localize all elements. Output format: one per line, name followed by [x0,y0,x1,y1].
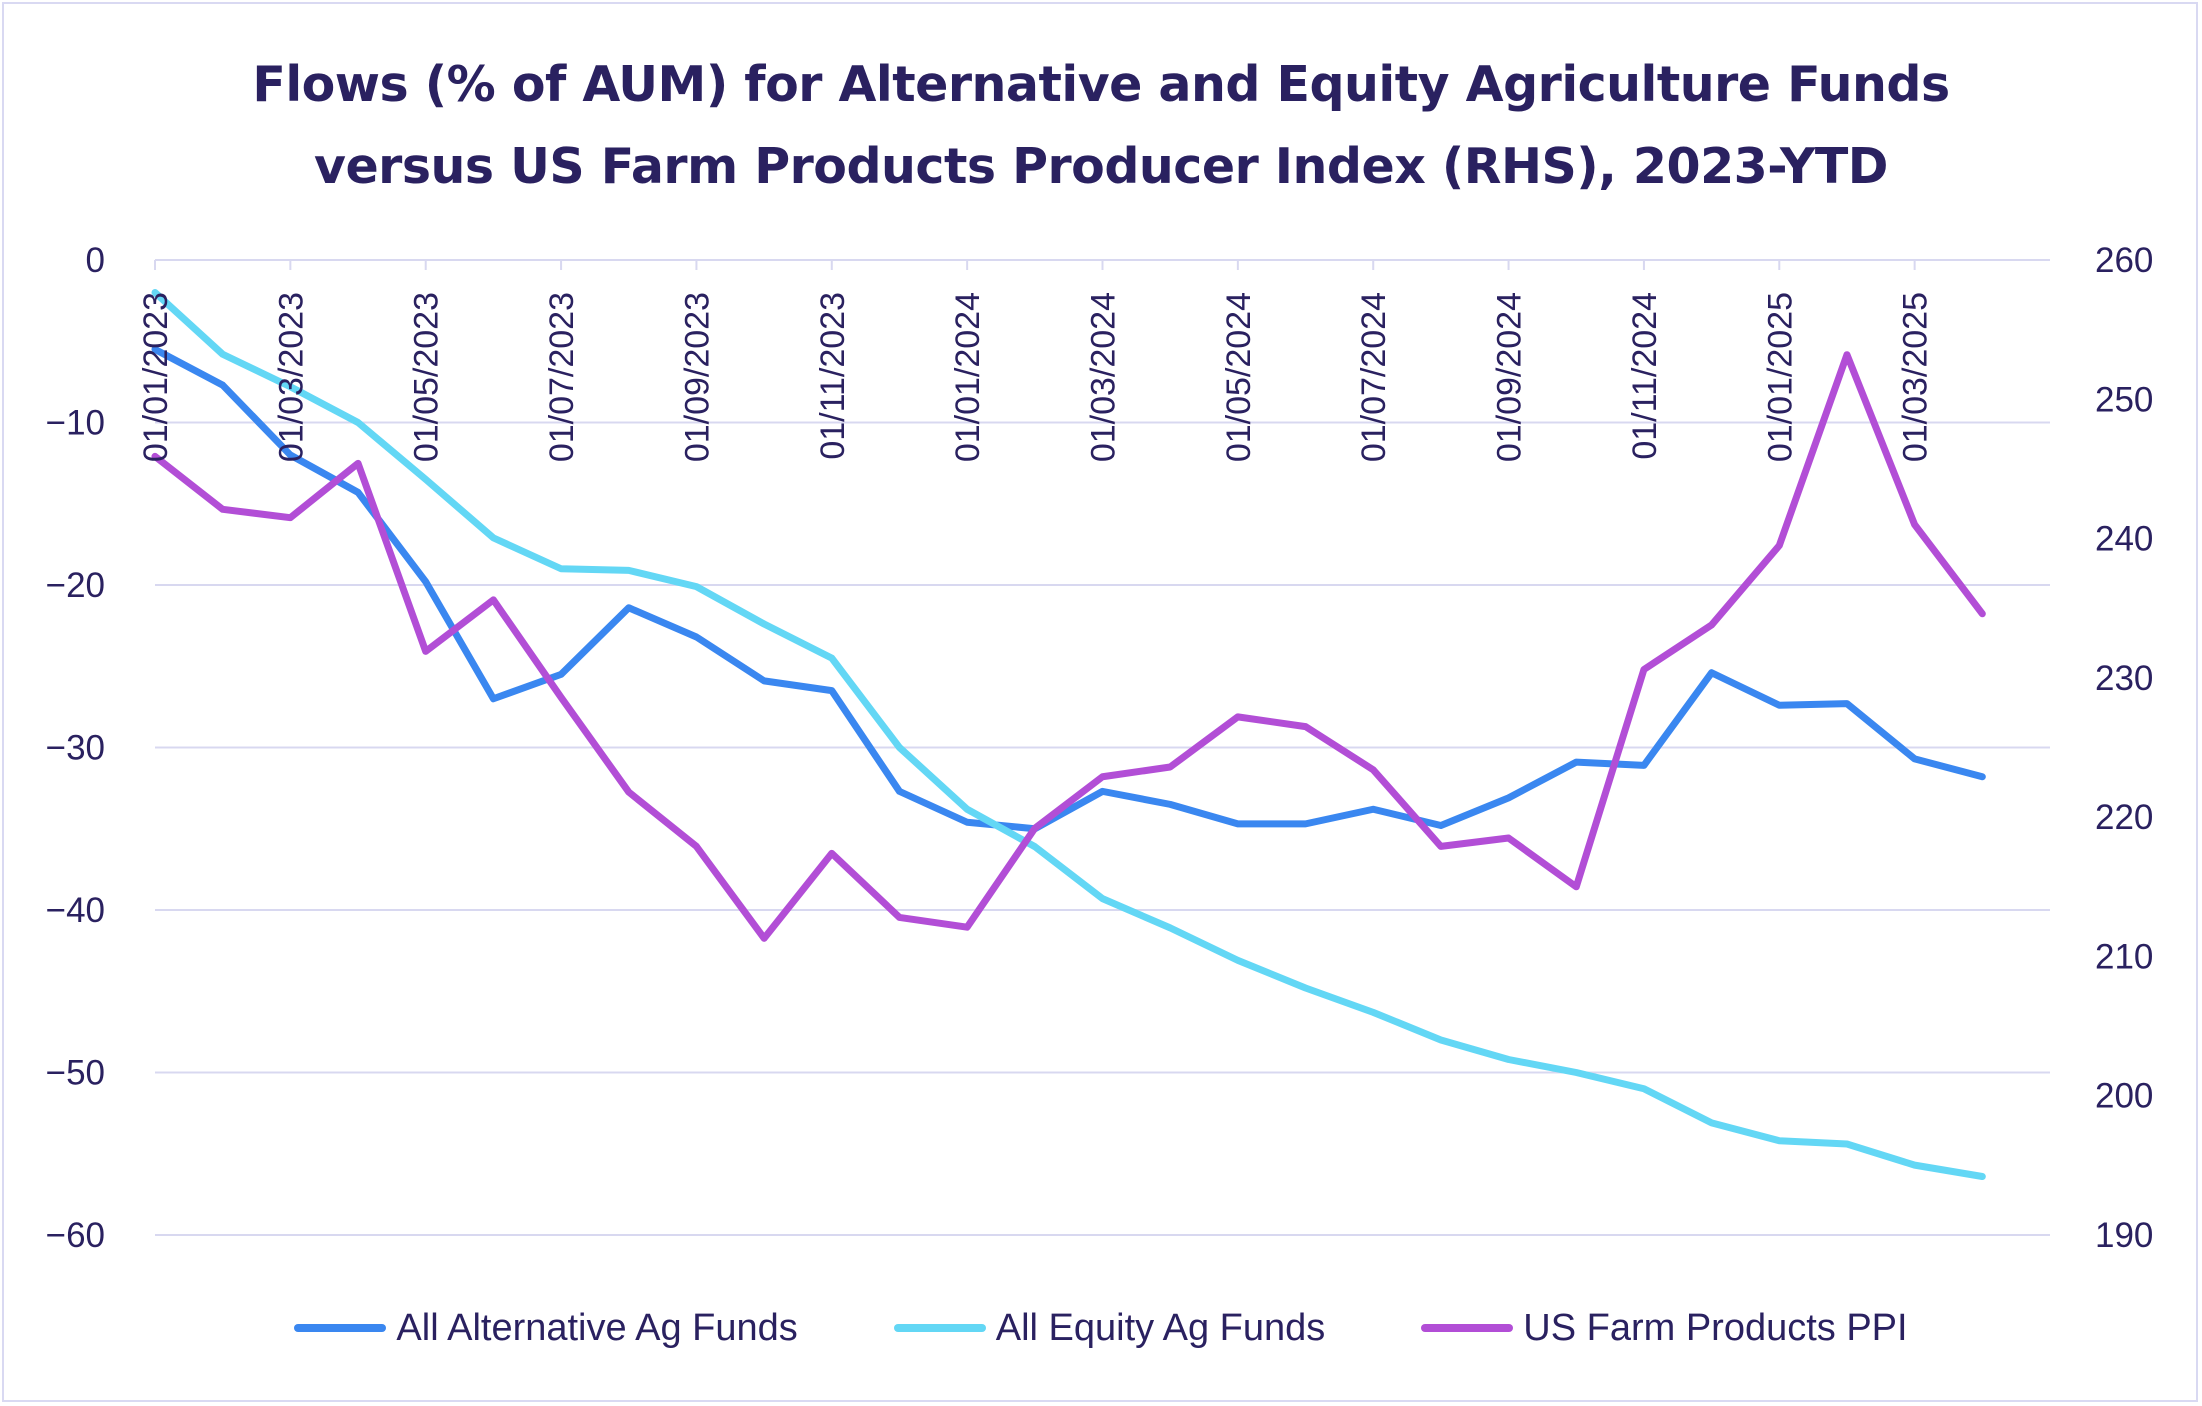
x-tick-label: 01/01/2024 [949,292,987,462]
right-axis-tick-label: 230 [2095,659,2153,698]
series-line-ppi [151,351,1986,942]
left-axis-tick-label: −60 [46,1216,105,1255]
left-axis-tick-label: −30 [46,729,105,768]
legend-label-equity: All Equity Ag Funds [995,1306,1326,1349]
right-axis-tick-label: 250 [2095,380,2153,419]
right-axis-tick-label: 220 [2095,798,2153,837]
series-line-alternative [151,345,1986,833]
left-axis-tick-label: −10 [46,404,105,443]
x-tick-label: 01/03/2025 [1897,292,1935,462]
x-tick-label: 01/05/2023 [408,292,446,462]
legend-label-ppi: US Farm Products PPI [1523,1306,1908,1349]
x-tick-label: 01/03/2024 [1085,292,1123,462]
left-axis-tick-label: 0 [86,241,105,280]
series-lines [151,289,1986,1180]
x-tick-label: 01/05/2024 [1220,292,1258,462]
right-axis-tick-label: 190 [2095,1216,2153,1255]
legend-item-alternative: All Alternative Ag Funds [294,1306,798,1350]
x-tick-label: 01/11/2023 [814,292,852,460]
legend-swatch-equity [893,1324,986,1332]
right-axis-tick-label: 260 [2095,241,2153,280]
chart-title-line-2: versus US Farm Products Producer Index (… [314,138,1888,195]
chart-title-line-1: Flows (% of AUM) for Alternative and Equ… [252,56,1950,113]
legend-swatch-ppi [1421,1324,1514,1332]
left-axis-tick-label: −20 [46,566,105,605]
legend-item-ppi: US Farm Products PPI [1421,1306,1908,1350]
x-tick-label: 01/11/2024 [1626,292,1664,460]
x-tick-label: 01/09/2024 [1491,292,1529,462]
gridlines [154,259,2050,1236]
x-tick-label: 01/07/2023 [543,292,581,462]
left-axis-tick-label: −50 [46,1054,105,1093]
right-axis-tick-label: 240 [2095,520,2153,559]
legend: All Alternative Ag Funds All Equity Ag F… [0,1298,2202,1358]
right-axis-tick-label: 210 [2095,937,2153,976]
x-tick-label: 01/09/2023 [678,292,716,462]
left-axis-tick-label: −40 [46,891,105,930]
x-tick-label: 01/01/2023 [137,292,175,462]
right-axis-tick-labels: 260 250 240 230 220 210 200 190 [2095,241,2153,1255]
x-tick-label: 01/07/2024 [1355,292,1393,462]
x-tick-label: 01/01/2025 [1761,292,1799,462]
left-axis-tick-labels: 0 −10 −20 −30 −40 −50 −60 [46,241,105,1255]
legend-item-equity: All Equity Ag Funds [893,1306,1326,1350]
right-axis-tick-label: 200 [2095,1077,2153,1116]
x-tick-label: 01/03/2023 [272,292,310,462]
series-line-equity [151,289,1986,1180]
legend-label-alternative: All Alternative Ag Funds [396,1306,798,1349]
legend-swatch-alternative [294,1324,387,1332]
chart-title: Flows (% of AUM) for Alternative and Equ… [0,44,2202,208]
x-axis-tick-labels: 01/01/2023 01/03/2023 01/05/2023 01/07/2023… [137,292,1935,462]
